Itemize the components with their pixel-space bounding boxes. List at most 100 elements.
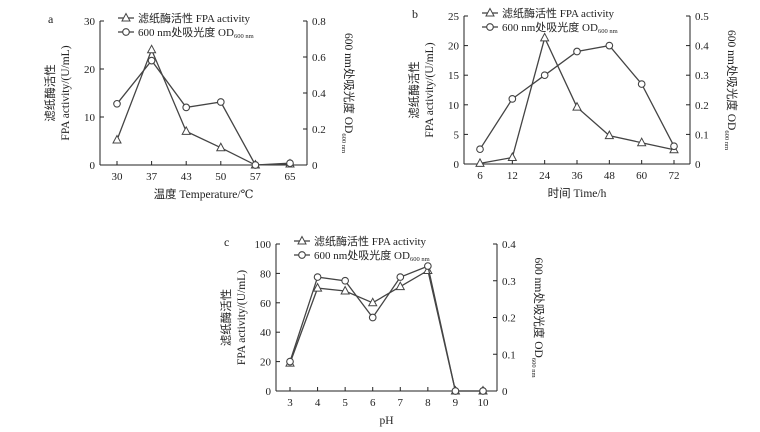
od-point <box>476 145 484 154</box>
od-point <box>605 41 614 50</box>
left-tick-label: 0 <box>454 159 460 171</box>
legend-marker-fpa <box>485 7 495 17</box>
right-y-label: 600 nm处吸光度 OD600 nm <box>340 33 356 153</box>
x-tick-label: 57 <box>250 171 262 183</box>
fpa-point <box>146 44 157 54</box>
fpa-point <box>395 281 406 291</box>
x-tick-label: 7 <box>398 397 404 409</box>
x-tick-label: 4 <box>315 397 321 409</box>
legend-marker-od <box>122 28 130 36</box>
left-tick-label: 0 <box>266 386 272 398</box>
left-tick-label: 20 <box>448 41 460 53</box>
fpa-point <box>572 101 582 111</box>
left-tick-label: 15 <box>448 70 460 82</box>
right-tick-label: 0.4 <box>312 88 326 100</box>
left-y-label-cn: 滤纸酶活性 <box>219 289 233 347</box>
right-tick-label: 0.2 <box>695 100 709 112</box>
od-point <box>424 262 432 270</box>
right-tick-label: 0.1 <box>695 129 709 141</box>
fpa-point <box>539 32 550 42</box>
right-tick-label: 0.3 <box>695 70 709 82</box>
panel-label: b <box>412 7 418 21</box>
legend-label-od-main: 600 nm处吸光度 OD <box>314 248 410 262</box>
series-line-fpa <box>116 48 291 166</box>
left-tick-label: 60 <box>260 298 272 310</box>
left-tick-label: 100 <box>255 239 272 251</box>
od-point <box>286 159 294 168</box>
legend-label-od-sub: 600 nm <box>410 256 430 263</box>
legend-marker-fpa <box>121 12 131 22</box>
right-y-label: 600 nm处吸光度 OD600 nm <box>530 258 546 378</box>
right-tick-label: 0.6 <box>312 52 326 64</box>
x-tick-label: 8 <box>425 397 431 409</box>
right-tick-label: 0.4 <box>502 239 516 251</box>
left-y-label-en: FPA activity/(U/mL) <box>236 270 248 365</box>
right-y-label-main: 600 nm处吸光度 OD <box>342 33 356 133</box>
left-tick-label: 10 <box>448 100 460 112</box>
od-point <box>396 273 405 281</box>
left-tick-label: 40 <box>260 327 272 339</box>
od-point <box>637 80 646 88</box>
legend-label-od-main: 600 nm处吸光度 OD <box>502 20 598 34</box>
right-tick-label: 0 <box>502 386 508 398</box>
x-tick-label: 37 <box>146 171 158 183</box>
legend-label-od: 600 nm处吸光度 OD600 nm <box>138 25 254 40</box>
od-point <box>479 387 487 395</box>
x-tick-label: 6 <box>370 397 376 409</box>
series-line-od <box>116 59 291 166</box>
left-y-label-en: FPA activity/(U/mL) <box>424 42 436 137</box>
x-tick-label: 65 <box>285 171 297 183</box>
left-y-label-en: FPA activity/(U/mL) <box>60 45 72 140</box>
legend-label-fpa: 滤纸酶活性 FPA activity <box>502 6 615 20</box>
fpa-point <box>475 157 485 167</box>
x-tick-label: 30 <box>112 171 124 183</box>
fpa-point <box>181 125 192 135</box>
fpa-point <box>507 151 518 161</box>
right-tick-label: 0.5 <box>695 11 709 23</box>
series-line-od <box>289 265 483 392</box>
right-tick-label: 0.3 <box>502 276 516 288</box>
od-point <box>508 95 517 103</box>
legend-label-od-sub: 600 nm <box>234 33 254 40</box>
x-tick-label: 48 <box>604 170 616 182</box>
od-point <box>573 47 581 56</box>
legend-label-od-main: 600 nm处吸光度 OD <box>138 25 234 39</box>
x-tick-label: 24 <box>539 170 551 182</box>
x-tick-label: 72 <box>669 170 680 182</box>
right-tick-label: 0 <box>695 159 701 171</box>
left-tick-label: 20 <box>84 64 96 76</box>
x-tick-label: 12 <box>507 170 518 182</box>
legend-label-od: 600 nm处吸光度 OD600 nm <box>502 20 618 35</box>
od-point <box>313 273 322 281</box>
fpa-point <box>340 285 350 295</box>
od-point <box>451 387 460 395</box>
right-tick-label: 0.4 <box>695 41 709 53</box>
fpa-point <box>112 134 122 144</box>
x-tick-label: 36 <box>572 170 584 182</box>
od-point <box>670 142 678 151</box>
left-tick-label: 0 <box>90 160 96 172</box>
x-tick-label: 9 <box>453 397 459 409</box>
od-point <box>113 99 121 108</box>
od-point <box>147 56 156 65</box>
right-tick-label: 0.2 <box>312 124 326 136</box>
x-axis-label: 温度 Temperature/℃ <box>154 187 254 201</box>
fpa-point <box>604 130 615 140</box>
legend-label-od: 600 nm处吸光度 OD600 nm <box>314 248 430 263</box>
od-point <box>216 98 225 106</box>
panel-label: c <box>224 235 229 249</box>
chart-panel-a: a 0 10 20 30 0 0.2 0.4 0.6 0.8 30 37 43 50 57 65 温度 Temp… <box>43 11 356 201</box>
x-axis-label: pH <box>379 415 393 427</box>
left-tick-label: 10 <box>84 112 96 124</box>
left-tick-label: 5 <box>454 129 460 141</box>
x-axis-label: 时间 Time/h <box>548 187 607 200</box>
x-tick-label: 43 <box>181 171 193 183</box>
left-tick-label: 25 <box>448 11 460 23</box>
right-tick-label: 0 <box>312 160 318 172</box>
right-y-label-sub: 600 nm <box>340 133 347 153</box>
right-tick-label: 0.8 <box>312 16 326 28</box>
x-tick-label: 60 <box>636 170 648 182</box>
left-tick-label: 80 <box>260 268 272 280</box>
legend-marker-fpa <box>297 235 307 245</box>
right-tick-label: 0.2 <box>502 313 516 325</box>
